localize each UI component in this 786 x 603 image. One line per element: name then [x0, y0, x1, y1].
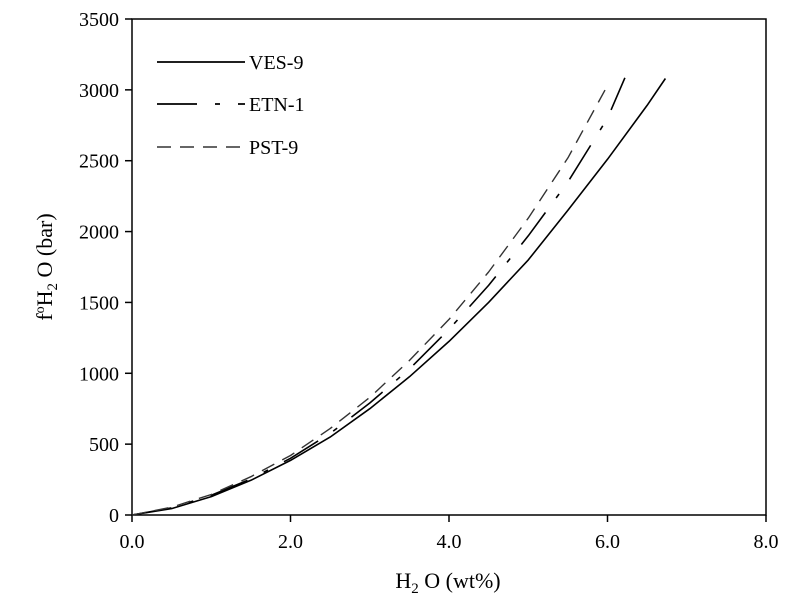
y-tick-label: 2000: [79, 222, 119, 244]
x-axis-ticks: 0.0 2.0 4.0 6.0 8.0: [120, 515, 779, 553]
series-line-pst-9: [131, 86, 608, 516]
y-tick-label: 0: [109, 505, 119, 527]
y-axis-title: foH2 O (bar): [32, 213, 61, 320]
x-axis-title-main: H: [395, 568, 411, 593]
y-tick-label: 1500: [79, 292, 119, 314]
legend-label-etn-1: ETN-1: [249, 94, 305, 116]
x-axis-title-sub: 2: [411, 581, 419, 597]
legend-label-ves-9: VES-9: [249, 52, 303, 74]
y-tick-label: 500: [89, 434, 119, 456]
series-lines: [131, 77, 667, 516]
y-axis-ticks: 0 500 1000 1500 2000 2500 3000 3500: [79, 9, 132, 527]
x-tick-label: 0.0: [120, 531, 145, 553]
plot-area-border: [131, 18, 767, 516]
legend-label-pst-9: PST-9: [249, 137, 298, 159]
y-axis-title-sub: 2: [45, 283, 61, 291]
y-axis-title-rest: O (bar): [32, 213, 57, 283]
x-tick-label: 4.0: [437, 531, 462, 553]
y-axis-title-sup: o: [33, 306, 48, 313]
y-tick-label: 3000: [79, 80, 119, 102]
y-tick-label: 3500: [79, 9, 119, 31]
x-axis-title: H2 O (wt%): [395, 568, 500, 597]
x-tick-label: 2.0: [278, 531, 303, 553]
series-line-ves-9: [131, 78, 667, 516]
series-line-etn-1: [131, 77, 626, 516]
plot-frame: [131, 18, 767, 516]
x-axis-title-rest: O (wt%): [419, 568, 501, 593]
y-axis-title-h: H: [32, 290, 57, 306]
legend: VES-9 ETN-1 PST-9: [157, 52, 305, 159]
x-tick-label: 8.0: [754, 531, 779, 553]
y-axis-title-main: f: [32, 313, 57, 321]
y-tick-label: 2500: [79, 151, 119, 173]
x-tick-label: 6.0: [595, 531, 620, 553]
y-tick-label: 1000: [79, 363, 119, 385]
